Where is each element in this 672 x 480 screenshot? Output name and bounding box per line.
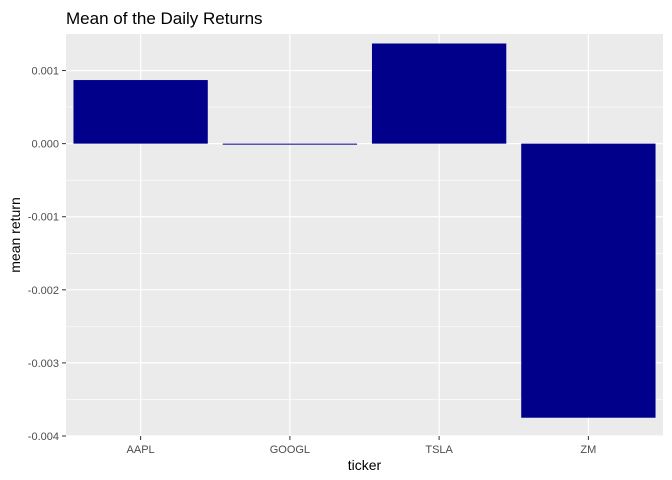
bar-aapl (73, 80, 208, 144)
y-axis-title: mean return (7, 197, 23, 272)
x-tick-label: ZM (580, 444, 596, 456)
x-axis-title: ticker (348, 457, 382, 473)
y-axis: -0.004 -0.003 -0.002 -0.001 0.000 0.001 (28, 66, 66, 443)
bar-googl (222, 143, 358, 145)
chart-title: Mean of the Daily Returns (66, 9, 263, 28)
x-tick-label: GOOGL (270, 444, 310, 456)
x-tick-label: AAPL (127, 444, 155, 456)
bars (73, 43, 656, 418)
x-axis: AAPL GOOGL TSLA ZM (127, 436, 596, 456)
y-tick-label: 0.000 (31, 139, 59, 151)
y-tick-label: -0.001 (28, 212, 59, 224)
y-tick-label: -0.003 (28, 358, 59, 370)
bar-tsla (371, 43, 507, 144)
y-tick-label: 0.001 (31, 66, 59, 78)
bar-zm (521, 143, 656, 418)
y-tick-label: -0.002 (28, 285, 59, 297)
y-tick-label: -0.004 (28, 431, 59, 443)
x-tick-label: TSLA (425, 444, 453, 456)
